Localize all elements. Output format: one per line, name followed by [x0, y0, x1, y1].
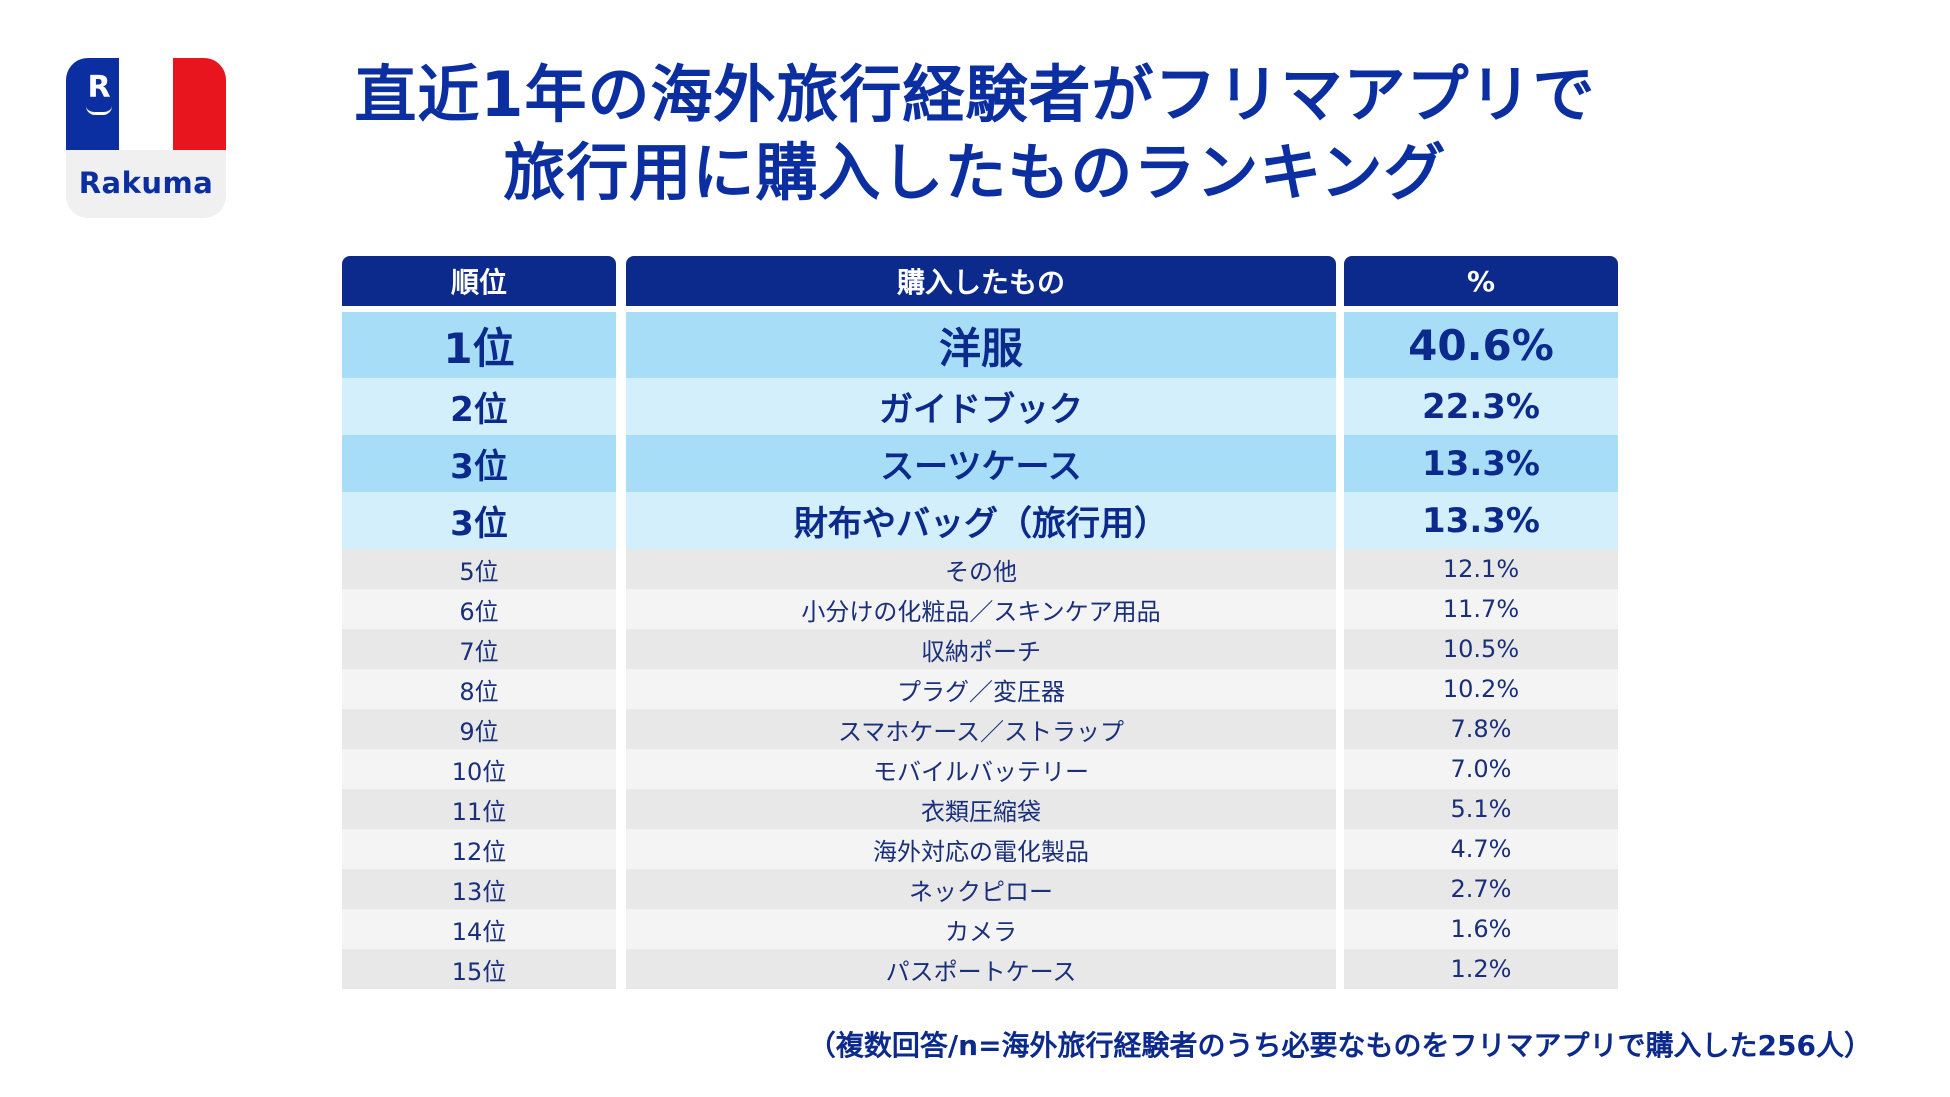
rank-cell: 8位 [342, 669, 616, 709]
percent-cell: 13.3% [1344, 435, 1618, 492]
item-cell: ガイドブック [626, 378, 1336, 435]
survey-note: （複数回答/n=海外旅行経験者のうち必要なものをフリマアプリで購入した256人） [807, 1029, 1872, 1062]
percent-cell: 11.7% [1344, 589, 1618, 629]
percent-cell: 7.0% [1344, 749, 1618, 789]
percent-cell: 1.2% [1344, 949, 1618, 989]
french-flag-icon [66, 58, 226, 150]
rank-cell: 12位 [342, 829, 616, 869]
percent-cell: 22.3% [1344, 378, 1618, 435]
item-cell: パスポートケース [626, 949, 1336, 989]
item-cell: 財布やバッグ（旅行用） [626, 492, 1336, 549]
header-percent: % [1344, 256, 1618, 306]
rakuma-r-mark-icon: R [84, 72, 114, 115]
table-row-top: 3位 財布やバッグ（旅行用） 13.3% [342, 492, 1618, 549]
table-row: 15位 パスポートケース 1.2% [342, 949, 1618, 989]
rank-cell: 6位 [342, 589, 616, 629]
table-row-top: 2位 ガイドブック 22.3% [342, 378, 1618, 435]
title-line-2: 旅行用に購入したものランキング [503, 136, 1447, 209]
table-row: 11位 衣類圧縮袋 5.1% [342, 789, 1618, 829]
percent-cell: 10.5% [1344, 629, 1618, 669]
item-cell: プラグ／変圧器 [626, 669, 1336, 709]
item-cell: スーツケース [626, 435, 1336, 492]
table-row: 14位 カメラ 1.6% [342, 909, 1618, 949]
item-cell: 海外対応の電化製品 [626, 829, 1336, 869]
rank-cell: 2位 [342, 378, 616, 435]
percent-cell: 5.1% [1344, 789, 1618, 829]
percent-cell: 7.8% [1344, 709, 1618, 749]
table-row: 12位 海外対応の電化製品 4.7% [342, 829, 1618, 869]
percent-cell: 13.3% [1344, 492, 1618, 549]
header-item: 購入したもの [626, 256, 1336, 306]
rank-cell: 15位 [342, 949, 616, 989]
page-title: 直近1年の海外旅行経験者がフリマアプリで 旅行用に購入したものランキング [240, 56, 1710, 212]
table-row-top: 1位 洋服 40.6% [342, 312, 1618, 378]
item-cell: 小分けの化粧品／スキンケア用品 [626, 589, 1336, 629]
item-cell: カメラ [626, 909, 1336, 949]
rank-cell: 9位 [342, 709, 616, 749]
item-cell: 収納ポーチ [626, 629, 1336, 669]
rank-cell: 11位 [342, 789, 616, 829]
table-row: 7位 収納ポーチ 10.5% [342, 629, 1618, 669]
table-row-top: 3位 スーツケース 13.3% [342, 435, 1618, 492]
percent-cell: 2.7% [1344, 869, 1618, 909]
rank-cell: 10位 [342, 749, 616, 789]
table-header: 順位 購入したもの % [342, 256, 1618, 306]
percent-cell: 12.1% [1344, 549, 1618, 589]
percent-cell: 40.6% [1344, 312, 1618, 378]
table-row: 13位 ネックピロー 2.7% [342, 869, 1618, 909]
item-cell: 衣類圧縮袋 [626, 789, 1336, 829]
percent-cell: 4.7% [1344, 829, 1618, 869]
table-row: 5位 その他 12.1% [342, 549, 1618, 589]
percent-cell: 10.2% [1344, 669, 1618, 709]
rank-cell: 5位 [342, 549, 616, 589]
rakuma-logo: R Rakuma [66, 58, 226, 218]
table-row: 9位 スマホケース／ストラップ 7.8% [342, 709, 1618, 749]
rank-cell: 1位 [342, 312, 616, 378]
rank-cell: 7位 [342, 629, 616, 669]
title-line-1: 直近1年の海外旅行経験者がフリマアプリで [354, 58, 1596, 131]
ranking-table: 順位 購入したもの % 1位 洋服 40.6% 2位 ガイドブック 22.3% … [342, 256, 1618, 989]
item-cell: ネックピロー [626, 869, 1336, 909]
item-cell: その他 [626, 549, 1336, 589]
table-row: 6位 小分けの化粧品／スキンケア用品 11.7% [342, 589, 1618, 629]
rank-cell: 3位 [342, 435, 616, 492]
header-rank: 順位 [342, 256, 616, 306]
item-cell: モバイルバッテリー [626, 749, 1336, 789]
rank-cell: 3位 [342, 492, 616, 549]
percent-cell: 1.6% [1344, 909, 1618, 949]
rank-cell: 14位 [342, 909, 616, 949]
item-cell: 洋服 [626, 312, 1336, 378]
logo-brand-name: Rakuma [78, 166, 214, 200]
table-row: 8位 プラグ／変圧器 10.2% [342, 669, 1618, 709]
item-cell: スマホケース／ストラップ [626, 709, 1336, 749]
table-row: 10位 モバイルバッテリー 7.0% [342, 749, 1618, 789]
rank-cell: 13位 [342, 869, 616, 909]
